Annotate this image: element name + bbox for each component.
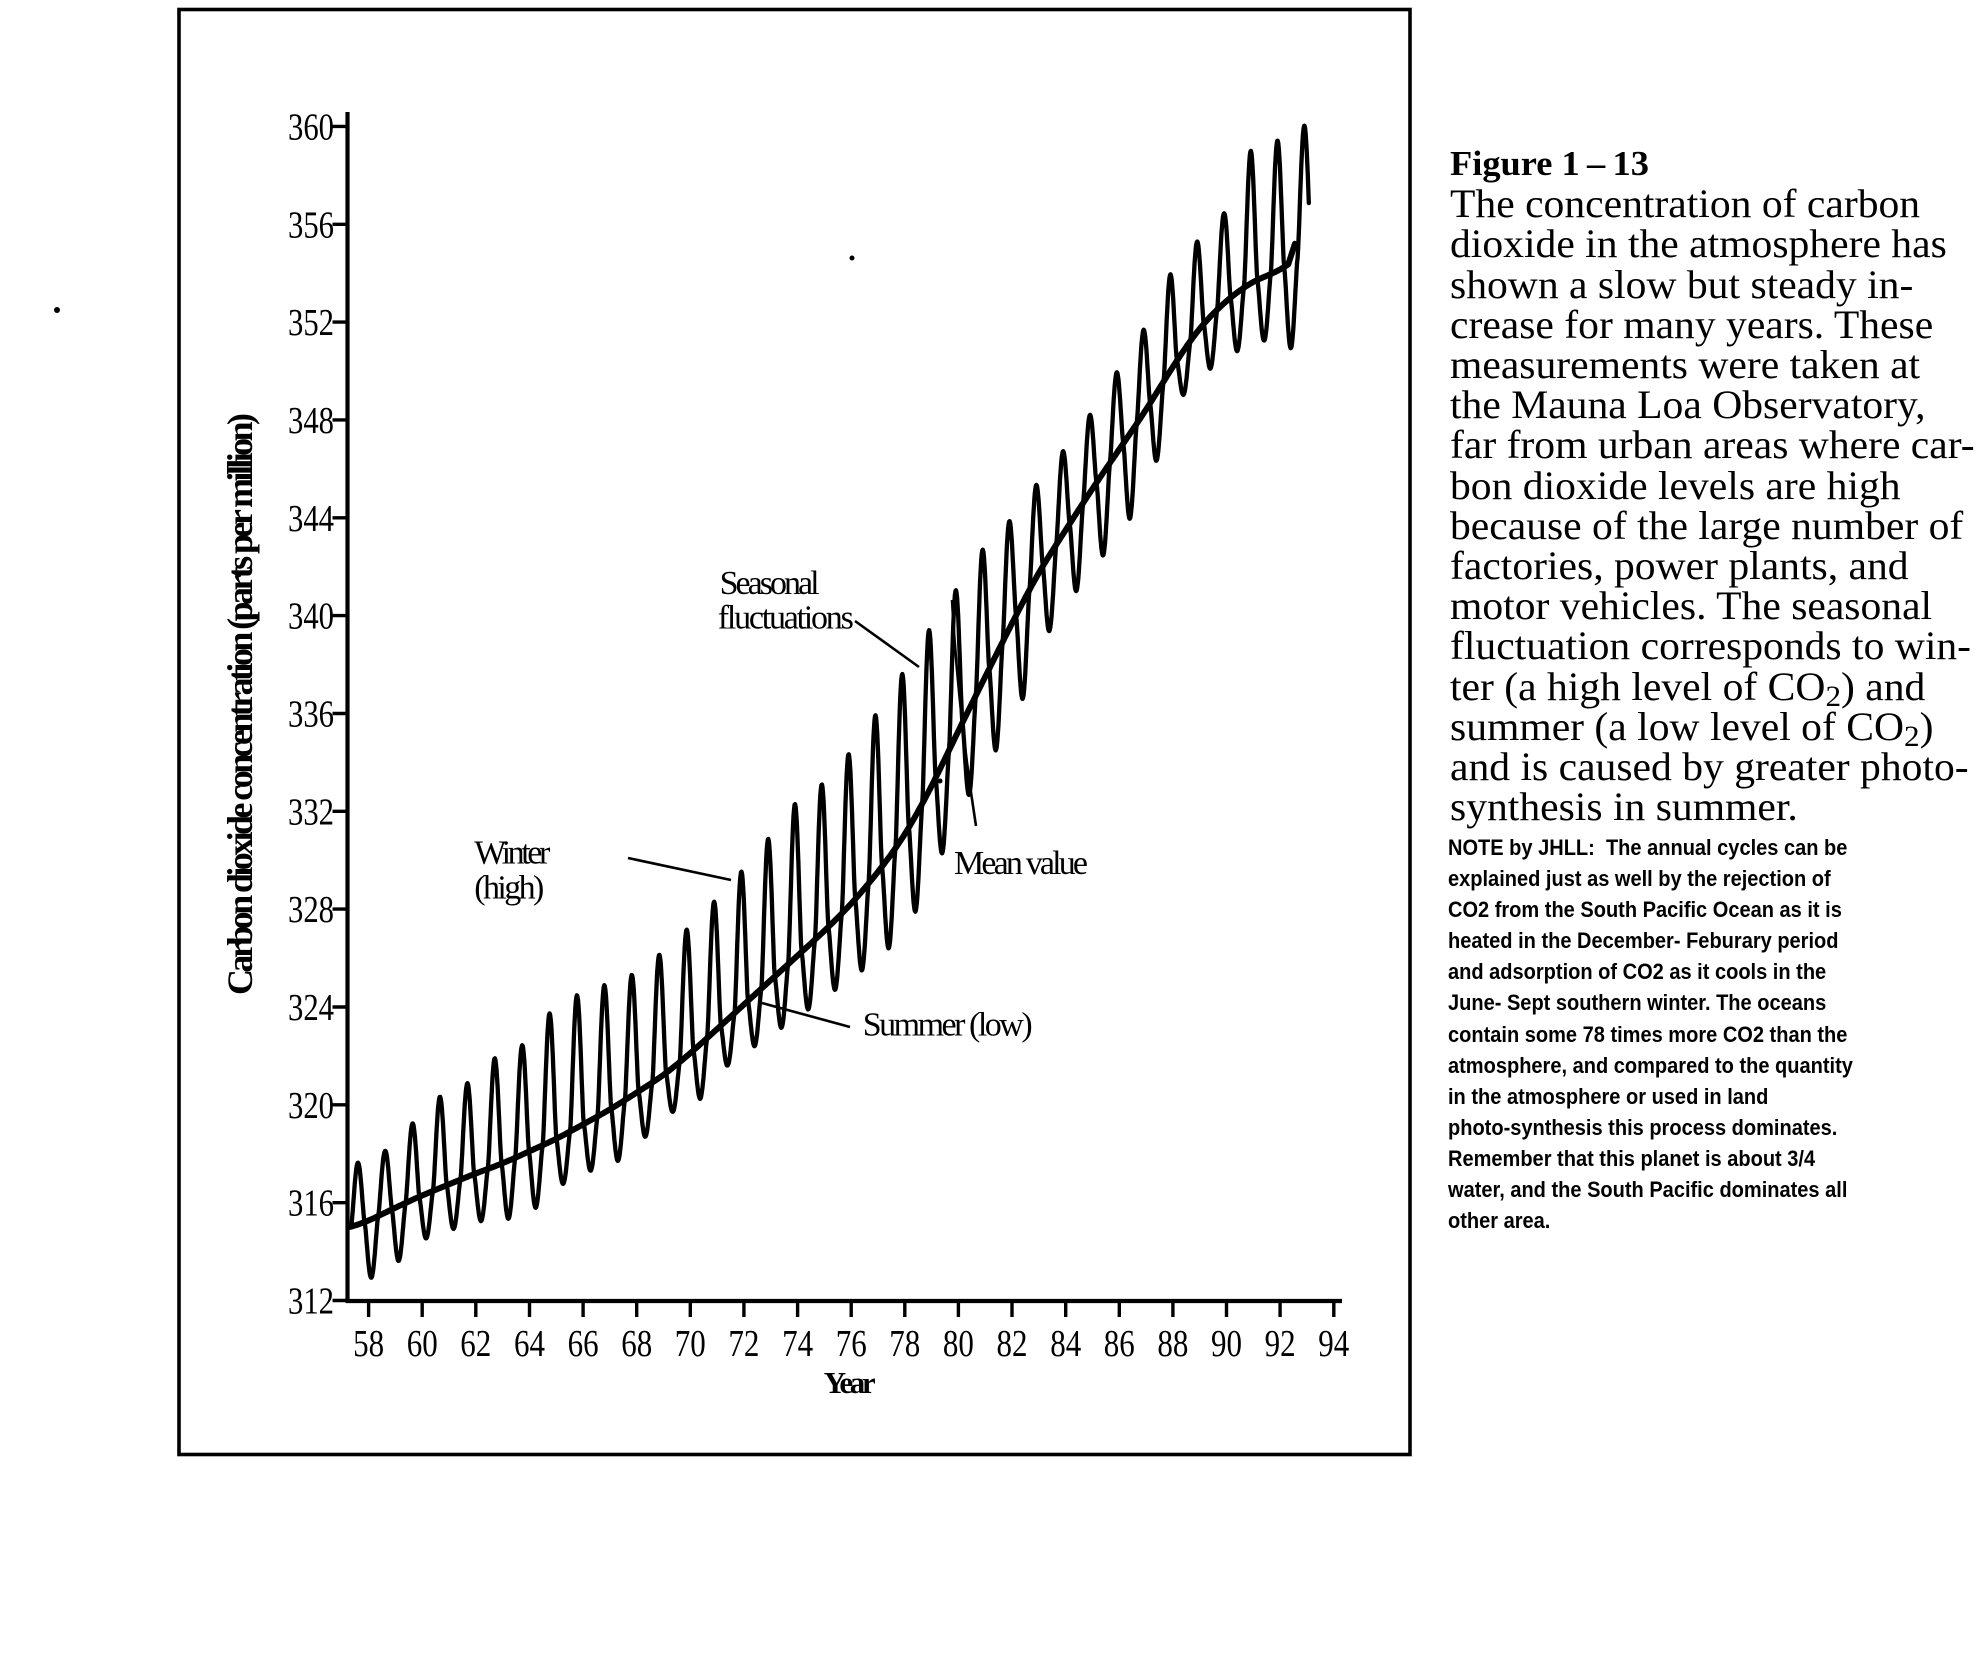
svg-text:Winter: Winter — [474, 835, 551, 872]
svg-text:356: 356 — [288, 204, 334, 246]
svg-text:(high): (high) — [474, 870, 544, 907]
svg-text:58: 58 — [353, 1323, 384, 1365]
svg-text:60: 60 — [407, 1323, 438, 1365]
svg-text:324: 324 — [288, 987, 334, 1029]
svg-text:Year: Year — [824, 1365, 876, 1400]
svg-text:Carbon dioxide concentration (: Carbon dioxide concentration (parts per … — [220, 413, 260, 995]
svg-text:64: 64 — [514, 1323, 545, 1365]
svg-text:66: 66 — [568, 1323, 599, 1365]
svg-text:84: 84 — [1050, 1323, 1081, 1365]
svg-text:94: 94 — [1318, 1323, 1349, 1365]
svg-text:348: 348 — [288, 400, 334, 442]
svg-text:62: 62 — [460, 1323, 491, 1365]
svg-text:332: 332 — [288, 791, 334, 833]
svg-text:74: 74 — [782, 1323, 813, 1365]
svg-text:Seasonal: Seasonal — [720, 565, 820, 602]
svg-text:88: 88 — [1157, 1323, 1188, 1365]
svg-text:352: 352 — [288, 302, 334, 344]
svg-text:76: 76 — [836, 1323, 867, 1365]
svg-text:Mean value: Mean value — [954, 845, 1088, 882]
svg-text:Summer (low): Summer (low) — [863, 1007, 1033, 1044]
svg-text:68: 68 — [621, 1323, 652, 1365]
svg-text:82: 82 — [997, 1323, 1028, 1365]
svg-text:328: 328 — [288, 889, 334, 931]
svg-text:316: 316 — [288, 1183, 334, 1225]
svg-text:78: 78 — [889, 1323, 920, 1365]
svg-text:344: 344 — [288, 498, 334, 540]
svg-text:92: 92 — [1265, 1323, 1296, 1365]
svg-text:360: 360 — [288, 106, 334, 148]
svg-text:70: 70 — [675, 1323, 706, 1365]
svg-text:336: 336 — [288, 694, 334, 736]
svg-text:86: 86 — [1104, 1323, 1135, 1365]
svg-text:80: 80 — [943, 1323, 974, 1365]
svg-text:fluctuations: fluctuations — [718, 600, 854, 637]
svg-text:320: 320 — [288, 1085, 334, 1127]
svg-text:312: 312 — [288, 1281, 334, 1323]
svg-text:72: 72 — [728, 1323, 759, 1365]
svg-text:90: 90 — [1211, 1323, 1242, 1365]
svg-text:340: 340 — [288, 596, 334, 638]
